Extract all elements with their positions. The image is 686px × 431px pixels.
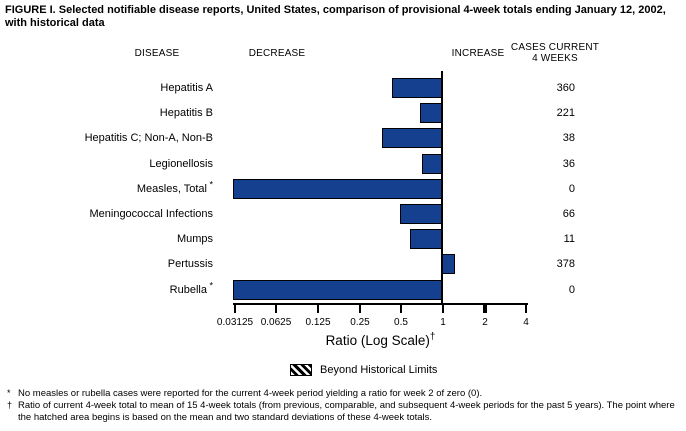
case-count: 38 bbox=[562, 132, 575, 144]
column-header-disease: DISEASE bbox=[134, 48, 180, 59]
hatched-swatch-icon bbox=[290, 364, 312, 376]
chart-row-label: Measles, Total * bbox=[136, 179, 213, 195]
chart-row-label: Rubella * bbox=[169, 280, 213, 296]
chart-row-label: Mumps bbox=[176, 233, 213, 245]
column-header-increase: INCREASE bbox=[451, 48, 505, 59]
chart-row-label: Hepatitis A bbox=[160, 82, 213, 94]
x-axis-tick bbox=[359, 303, 361, 313]
ratio-bar bbox=[233, 280, 443, 300]
x-axis-tick bbox=[317, 303, 319, 313]
chart-row-label: Legionellosis bbox=[149, 158, 213, 170]
case-count: 11 bbox=[563, 233, 575, 245]
asterisk-superscript: * bbox=[206, 179, 213, 190]
dagger-symbol: † bbox=[7, 400, 13, 410]
ratio-bar bbox=[442, 254, 455, 274]
dagger-superscript: † bbox=[429, 331, 436, 343]
footnote-asterisk: * No measles or rubella cases were repor… bbox=[7, 388, 483, 399]
footnotes: * No measles or rubella cases were repor… bbox=[5, 388, 679, 424]
x-axis-tick bbox=[400, 303, 402, 313]
column-header-cases-line2: 4 WEEKS bbox=[532, 53, 578, 64]
x-axis-tick bbox=[483, 303, 487, 313]
x-axis-tick-label: 0.03125 bbox=[216, 317, 254, 328]
x-axis-tick bbox=[525, 303, 527, 313]
x-axis-tick-label: 0.25 bbox=[350, 317, 370, 328]
baseline-ratio-1-rule bbox=[441, 71, 443, 305]
case-count: 360 bbox=[556, 82, 575, 94]
asterisk-superscript: * bbox=[206, 280, 213, 291]
x-axis-tick bbox=[234, 303, 236, 313]
ratio-bar bbox=[392, 78, 443, 98]
case-count: 378 bbox=[556, 258, 575, 270]
legend-label: Beyond Historical Limits bbox=[320, 364, 438, 376]
chart-row-label: Pertussis bbox=[167, 258, 213, 270]
x-axis-tick-label: 4 bbox=[523, 317, 529, 328]
asterisk-symbol: * bbox=[7, 388, 11, 398]
x-axis-tick-label: 0.125 bbox=[305, 317, 331, 328]
ratio-bar bbox=[422, 154, 443, 174]
x-axis-tick bbox=[442, 303, 444, 313]
figure-title: FIGURE I. Selected notifiable disease re… bbox=[5, 4, 666, 29]
case-count: 0 bbox=[568, 183, 575, 195]
chart-row-label: Meningococcal Infections bbox=[89, 208, 213, 220]
ratio-bar bbox=[420, 103, 443, 123]
x-axis-line bbox=[233, 303, 528, 305]
case-count: 66 bbox=[562, 208, 575, 220]
case-count: 0 bbox=[568, 284, 575, 296]
column-header-cases: CASES CURRENT 4 WEEKS bbox=[505, 42, 605, 64]
x-axis-title: Ratio (Log Scale)† bbox=[325, 331, 436, 348]
ratio-bar bbox=[400, 204, 443, 224]
x-axis-tick bbox=[275, 303, 277, 313]
footnote-dagger: † Ratio of current 4-week total to mean … bbox=[7, 400, 675, 423]
ratio-bar bbox=[410, 229, 443, 249]
case-count: 36 bbox=[562, 158, 575, 170]
ratio-bar bbox=[233, 179, 443, 199]
chart-row-label: Hepatitis C; Non-A, Non-B bbox=[84, 132, 213, 144]
x-axis-tick-label: 1 bbox=[440, 317, 446, 328]
column-header-decrease: DECREASE bbox=[248, 48, 306, 59]
x-axis-tick-label: 0.5 bbox=[394, 317, 408, 328]
case-count: 221 bbox=[556, 107, 575, 119]
x-axis-tick-label: 0.0625 bbox=[260, 317, 292, 328]
ratio-bar bbox=[382, 128, 443, 148]
chart-row-label: Hepatitis B bbox=[159, 107, 213, 119]
column-header-cases-line1: CASES CURRENT bbox=[510, 42, 600, 53]
x-axis-tick-label: 2 bbox=[482, 317, 488, 328]
